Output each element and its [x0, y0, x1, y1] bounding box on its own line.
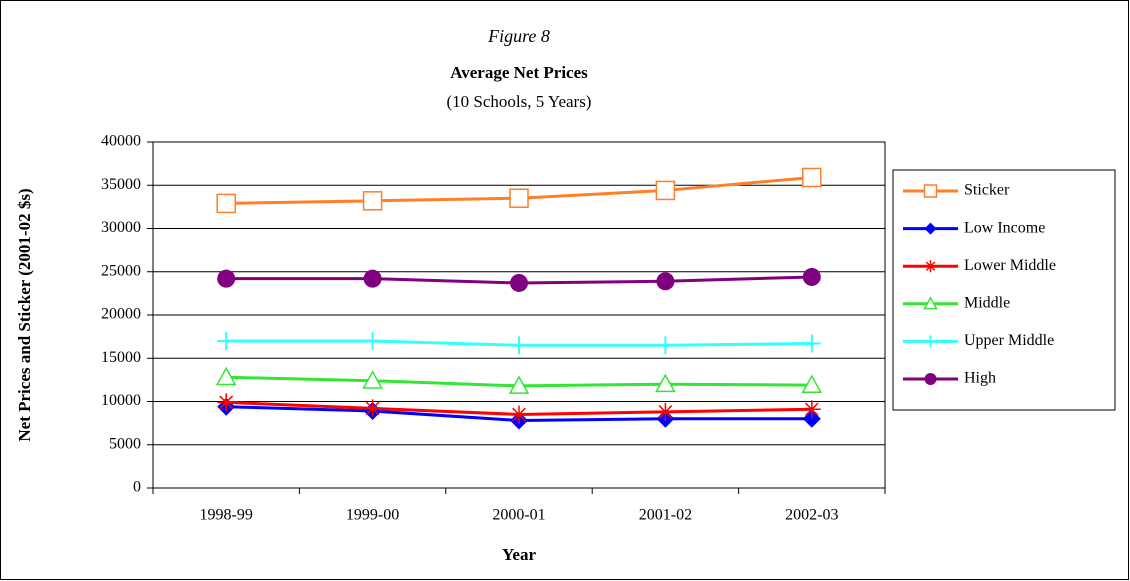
marker — [363, 269, 382, 288]
marker — [656, 336, 675, 355]
marker — [923, 296, 938, 310]
marker — [655, 373, 676, 393]
y-tick-label: 30000 — [101, 219, 141, 236]
legend-label: Low Income — [964, 219, 1045, 236]
y-tick-label: 15000 — [101, 349, 141, 366]
chart-subtitle: (10 Schools, 5 Years) — [447, 92, 592, 111]
marker — [363, 399, 382, 418]
marker — [801, 374, 823, 394]
y-tick-label: 5000 — [109, 435, 141, 452]
x-tick-label: 2002-03 — [785, 507, 838, 524]
legend-label: High — [964, 370, 996, 387]
y-tick-label: 40000 — [101, 133, 141, 150]
y-tick-label: 20000 — [101, 306, 141, 323]
marker — [509, 188, 529, 208]
y-tick-label: 10000 — [101, 392, 141, 409]
x-axis-label: Year — [502, 545, 536, 564]
chart-title: Figure 8 — [487, 26, 550, 46]
marker — [363, 331, 382, 350]
marker — [802, 267, 821, 286]
marker — [655, 180, 676, 201]
marker — [510, 336, 528, 355]
x-tick-label: 2000-01 — [492, 507, 545, 524]
legend-box — [892, 169, 1116, 411]
marker — [924, 222, 937, 235]
marker — [802, 400, 821, 419]
marker — [216, 193, 236, 214]
x-tick-label: 2001-02 — [639, 507, 692, 524]
marker — [215, 366, 237, 386]
marker — [656, 402, 675, 421]
marker — [656, 272, 675, 291]
chart-subtitle: Average Net Prices — [450, 63, 588, 82]
marker — [362, 191, 383, 211]
y-tick-label: 0 — [133, 479, 141, 496]
marker — [217, 393, 236, 412]
legend-label: Lower Middle — [964, 257, 1056, 274]
marker — [217, 269, 236, 288]
marker — [802, 167, 822, 188]
y-axis-label: Net Prices and Sticker (2001-02 $s) — [15, 188, 34, 441]
x-tick-label: 1999-00 — [346, 507, 399, 524]
marker — [508, 375, 530, 394]
x-tick-label: 1998-99 — [200, 507, 253, 524]
marker — [510, 273, 528, 292]
marker — [924, 373, 937, 385]
legend-label: Sticker — [964, 182, 1010, 199]
marker — [924, 335, 937, 348]
marker — [802, 334, 821, 353]
legend-label: Middle — [964, 294, 1010, 311]
marker — [510, 405, 528, 424]
marker — [362, 370, 383, 389]
marker — [923, 184, 938, 198]
legend-label: Upper Middle — [964, 332, 1054, 349]
y-tick-label: 25000 — [101, 262, 141, 279]
y-tick-label: 35000 — [101, 176, 141, 193]
marker — [924, 260, 937, 273]
marker — [217, 331, 236, 350]
